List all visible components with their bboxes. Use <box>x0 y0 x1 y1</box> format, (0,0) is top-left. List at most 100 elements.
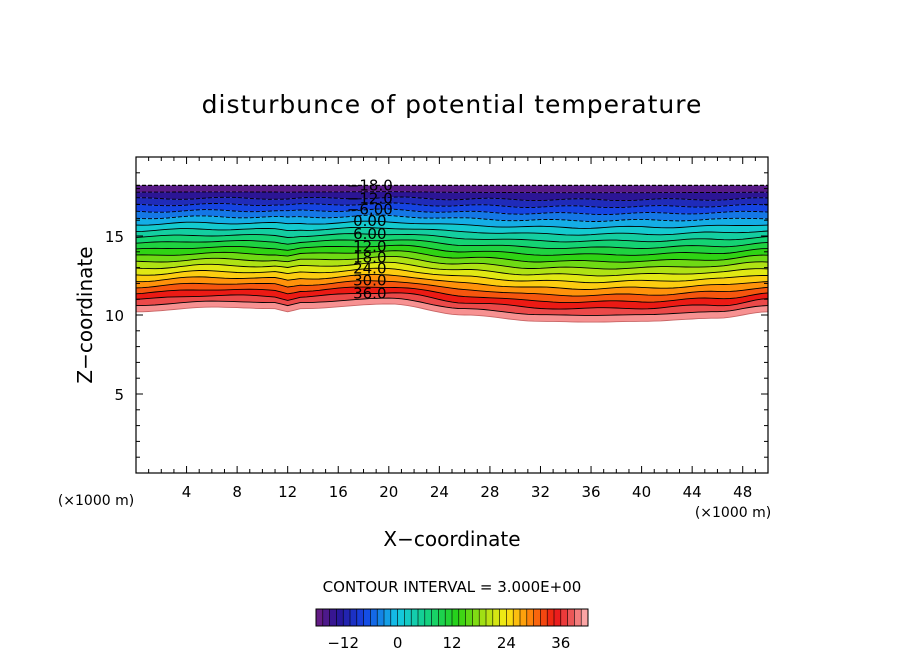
colorbar-segment <box>424 609 432 626</box>
colorbar-segment <box>343 609 351 626</box>
x-tick-label: 12 <box>278 483 297 501</box>
colorbar-segment <box>322 609 330 626</box>
y-axis-title: Z−coordinate <box>73 246 97 383</box>
colorbar-segment <box>404 609 412 626</box>
colorbar-segment <box>418 609 426 626</box>
contour-line <box>135 233 769 243</box>
contour-band <box>136 256 768 276</box>
x-tick-label: 24 <box>430 483 449 501</box>
contour-line <box>136 303 769 323</box>
x-tick-label: 36 <box>581 483 600 501</box>
colorbar-segment <box>513 609 521 626</box>
contour-line <box>135 292 769 310</box>
y-tick-label: 15 <box>105 228 124 246</box>
contour-line <box>135 286 769 304</box>
colorbar: −12 0 12 24 36 <box>315 608 589 652</box>
x-tick-label: 28 <box>480 483 499 501</box>
x-axis-title: X−coordinate <box>383 527 520 551</box>
contour-line <box>135 280 769 297</box>
contour-label: 36.0 <box>353 285 386 303</box>
contour-line <box>135 267 768 284</box>
colorbar-segment <box>329 609 337 626</box>
contour-line <box>136 297 769 316</box>
colorbar-segment <box>472 609 480 626</box>
contour-band <box>136 250 768 270</box>
colorbar-segment <box>492 609 500 626</box>
colorbar-segment <box>547 609 555 626</box>
colorbar-segment <box>390 609 398 626</box>
colorbar-segment <box>445 609 453 626</box>
colorbar-segment <box>356 609 364 626</box>
contour-label: 18.0 <box>353 249 386 267</box>
colorbar-segment <box>499 609 507 626</box>
contour-label: 24.0 <box>353 259 386 277</box>
contour-band <box>136 227 768 242</box>
colorbar-segment <box>336 609 344 626</box>
contour-band <box>136 215 768 229</box>
contour-interval-label: CONTOUR INTERVAL = 3.000E+00 <box>323 578 582 596</box>
colorbar-segment <box>384 609 392 626</box>
colorbar-segment <box>520 609 528 626</box>
contour-line <box>135 255 769 270</box>
x-tick-label: 8 <box>232 483 242 501</box>
colorbar-segment <box>554 609 562 626</box>
colorbar-segment <box>458 609 466 626</box>
colorbar-segment <box>526 609 534 626</box>
contour-band <box>136 221 768 236</box>
contour-line <box>135 273 769 290</box>
colorbar-segment <box>370 609 378 626</box>
colorbar-segment <box>581 609 589 626</box>
contour-lines <box>135 184 769 323</box>
colorbar-segment <box>479 609 487 626</box>
x-tick-label: 20 <box>379 483 398 501</box>
contour-band <box>136 280 768 303</box>
contour-label: 12.0 <box>353 238 386 256</box>
contour-line <box>135 220 769 229</box>
contour-line <box>135 239 769 250</box>
contour-band <box>136 209 768 222</box>
x-tick-label: 48 <box>733 483 752 501</box>
contour-line <box>135 202 769 209</box>
contour-band <box>136 292 768 316</box>
colorbar-segment <box>363 609 371 626</box>
contour-label: −6.00 <box>347 201 393 219</box>
contour-band <box>136 268 768 290</box>
x-tick-label: 32 <box>531 483 550 501</box>
x-tick-label: 16 <box>329 483 348 501</box>
contour-band <box>136 262 768 283</box>
colorbar-segment <box>567 609 575 626</box>
contour-labels: −18.0−12.0−6.000.006.0012.018.024.030.03… <box>347 176 393 302</box>
colorbar-segment <box>533 609 541 626</box>
contour-band <box>136 197 768 208</box>
colorbar-segment <box>486 609 494 626</box>
colorbar-segment <box>316 609 324 626</box>
contour-line <box>135 250 769 263</box>
contour-label: −12.0 <box>347 190 393 208</box>
contour-line <box>135 261 769 277</box>
colorbar-tick-label: 12 <box>442 634 461 652</box>
colorbar-segment <box>397 609 405 626</box>
x-tick-label: 4 <box>182 483 192 501</box>
colorbar-segment <box>438 609 446 626</box>
colorbar-segment <box>431 609 439 626</box>
contour-line <box>135 191 768 194</box>
y-tick-label: 5 <box>114 386 124 404</box>
colorbar-segment <box>452 609 460 626</box>
colorbar-segment <box>560 609 568 626</box>
y-tick-label: 10 <box>105 307 124 325</box>
contour-band <box>136 287 768 310</box>
contour-line <box>135 244 769 256</box>
colorbar-segment <box>506 609 514 626</box>
colorbar-frame <box>315 608 589 627</box>
colorbar-segment <box>465 609 473 626</box>
colorbar-segment <box>350 609 358 626</box>
colorbar-tick-label: 0 <box>393 634 403 652</box>
colorbar-segment <box>574 609 582 626</box>
contour-line <box>135 226 769 236</box>
colorbar-tick-label: −12 <box>327 634 359 652</box>
contour-band <box>136 185 768 193</box>
colorbar-segment <box>411 609 419 626</box>
contour-band <box>136 203 768 215</box>
